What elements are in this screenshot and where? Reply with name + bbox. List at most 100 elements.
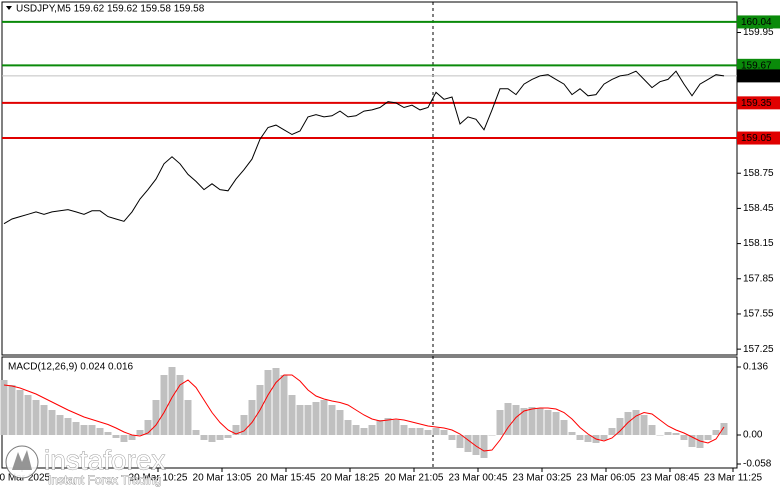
macd-bar: [312, 402, 320, 435]
macd-bar: [544, 410, 552, 435]
macd-bar: [8, 385, 16, 435]
macd-bar: [0, 380, 8, 435]
macd-bar: [560, 420, 568, 435]
macd-bar: [40, 405, 48, 435]
y-tick-label: 159.95: [743, 27, 774, 38]
macd-bar: [296, 405, 304, 435]
macd-bar: [440, 430, 448, 435]
macd-bar: [320, 400, 328, 435]
macd-bar: [192, 430, 200, 435]
macd-bar: [176, 375, 184, 435]
level-label: 159.35: [741, 98, 772, 109]
x-tick-label: 23 Mar 06:05: [577, 473, 636, 484]
logo-mark: [12, 450, 32, 470]
macd-bar: [96, 428, 104, 435]
macd-bar: [272, 368, 280, 435]
x-tick-label: 20 Mar 15:45: [257, 473, 316, 484]
level-label: 159.05: [741, 133, 772, 144]
macd-bar: [688, 435, 696, 447]
y-tick-label: -0.058: [743, 459, 772, 470]
macd-bar: [128, 435, 136, 440]
macd-bar: [168, 367, 176, 435]
macd-bar: [208, 435, 216, 442]
macd-bar: [152, 400, 160, 435]
y-tick-label: 157.55: [743, 309, 774, 320]
current-price-label: 159.58: [741, 71, 772, 82]
macd-bar: [184, 400, 192, 435]
price-line: [3, 70, 725, 225]
x-tick-label: 23 Mar 11:25: [704, 473, 763, 484]
level-tag: [737, 58, 780, 72]
macd-bar: [104, 432, 112, 435]
macd-bar: [384, 418, 392, 435]
macd-bar: [520, 408, 528, 435]
macd-bar: [328, 405, 336, 435]
macd-bar: [280, 375, 288, 435]
macd-panel: [1, 356, 738, 469]
y-tick-label: 0.00: [743, 430, 763, 441]
macd-bar: [224, 435, 232, 438]
macd-bar: [512, 405, 520, 435]
macd-bar: [16, 390, 24, 435]
y-tick-label: 158.75: [743, 168, 774, 179]
level-tag: [737, 96, 780, 110]
macd-bar: [336, 410, 344, 435]
macd-bar: [648, 425, 656, 435]
macd-bar: [56, 415, 64, 435]
macd-bar: [496, 410, 504, 435]
price-panel: [1, 1, 738, 356]
macd-bar: [400, 425, 408, 435]
macd-bar: [288, 395, 296, 435]
macd-bar: [408, 428, 416, 435]
current-price-tag: [737, 69, 780, 83]
macd-bar: [624, 412, 632, 435]
x-tick-label: 20 Mar 13:05: [193, 473, 252, 484]
macd-bar: [376, 420, 384, 435]
macd-bar: [640, 415, 648, 435]
x-tick-label: 20 Mar 18:25: [321, 473, 380, 484]
macd-bar: [144, 420, 152, 435]
macd-bar: [712, 430, 720, 435]
y-tick-label: 0.136: [743, 362, 768, 373]
macd-bar: [120, 435, 128, 442]
macd-title: MACD(12,26,9) 0.024 0.016: [8, 362, 134, 373]
macd-bar: [664, 432, 672, 435]
macd-bar: [680, 435, 688, 440]
macd-bar: [448, 435, 456, 440]
macd-bar: [432, 428, 440, 435]
macd-bar: [64, 418, 72, 435]
macd-bar: [160, 375, 168, 435]
macd-bar: [136, 430, 144, 435]
macd-bar: [48, 410, 56, 435]
macd-bar: [360, 428, 368, 435]
menu-arrow: [6, 6, 12, 10]
macd-bar: [416, 428, 424, 435]
macd-bar: [720, 423, 728, 435]
y-tick-label: 158.15: [743, 238, 774, 249]
macd-bar: [80, 425, 88, 435]
macd-bar: [672, 433, 680, 435]
macd-bar: [216, 435, 224, 440]
macd-bar: [472, 435, 480, 455]
macd-bar: [528, 407, 536, 435]
macd-bar: [240, 415, 248, 435]
y-tick-label: 157.85: [743, 273, 774, 284]
watermark: instaforex Instant Forex Trading: [5, 444, 166, 488]
macd-bar: [656, 435, 664, 436]
macd-bar: [304, 405, 312, 435]
macd-bar: [584, 435, 592, 442]
macd-bar: [632, 410, 640, 435]
macd-bar: [504, 403, 512, 435]
macd-bar: [232, 425, 240, 435]
level-label: 160.04: [741, 17, 772, 28]
macd-bar: [248, 400, 256, 435]
signal-line: [3, 374, 725, 452]
x-tick-label: 20 Mar 21:05: [385, 473, 444, 484]
macd-bar: [536, 408, 544, 435]
macd-bar: [112, 435, 120, 438]
macd-bar: [480, 435, 488, 458]
macd-bar: [576, 435, 584, 440]
macd-bar: [456, 435, 464, 448]
macd-bar: [368, 425, 376, 435]
